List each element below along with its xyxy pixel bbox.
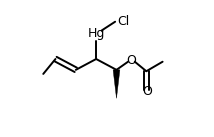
- Text: Hg: Hg: [88, 27, 105, 40]
- Text: Cl: Cl: [117, 15, 129, 28]
- Text: O: O: [142, 85, 152, 98]
- Polygon shape: [113, 70, 120, 98]
- Text: O: O: [126, 54, 136, 67]
